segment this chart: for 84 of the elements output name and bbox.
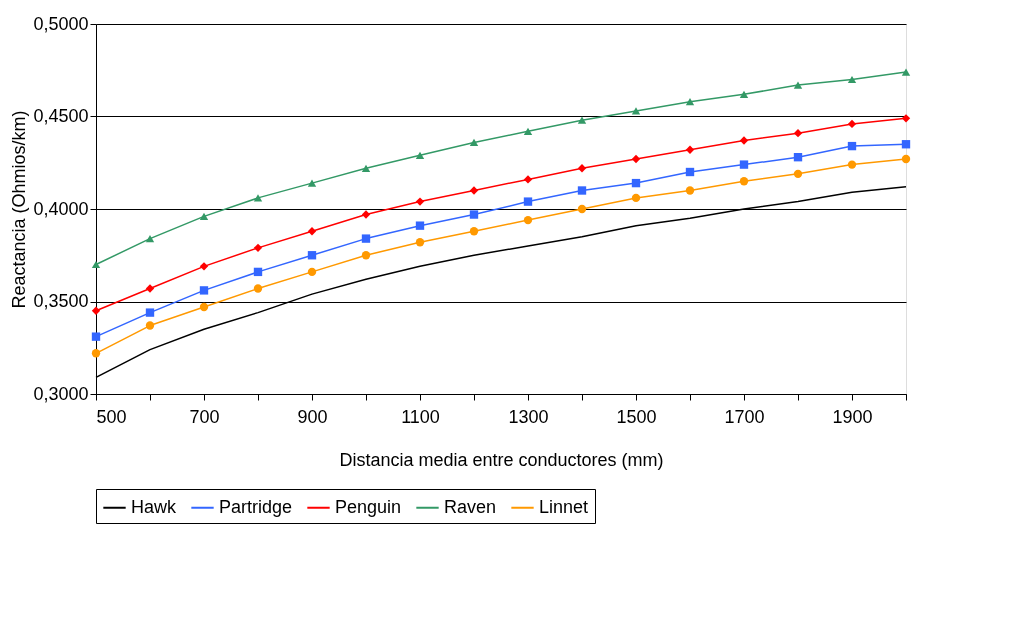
point xyxy=(361,164,371,172)
point xyxy=(523,175,533,184)
legend-label: Raven xyxy=(444,496,497,517)
point xyxy=(361,210,371,219)
legend-label: Linnet xyxy=(539,496,589,517)
point xyxy=(307,267,317,277)
point xyxy=(145,308,155,317)
point xyxy=(361,234,371,243)
point xyxy=(199,262,209,271)
point xyxy=(199,212,209,221)
y-tick-label: 0,3000 xyxy=(33,383,89,404)
point xyxy=(523,127,533,135)
y-tick-label: 0,5000 xyxy=(33,13,89,34)
point xyxy=(199,302,209,312)
point xyxy=(253,243,263,253)
point xyxy=(577,204,587,214)
point xyxy=(631,193,641,203)
point xyxy=(469,186,479,195)
point xyxy=(307,227,317,236)
point xyxy=(577,116,587,124)
x-axis-title: Distancia media entre conductores (mm) xyxy=(339,449,664,470)
point xyxy=(631,154,641,164)
point xyxy=(793,153,803,162)
legend-label: Hawk xyxy=(131,496,178,517)
point xyxy=(577,164,587,173)
x-tick-label: 1900 xyxy=(832,406,873,427)
y-tick-label: 0,4000 xyxy=(33,198,89,219)
point xyxy=(415,151,425,159)
point xyxy=(307,251,317,260)
point xyxy=(523,215,533,225)
point xyxy=(469,138,479,147)
point xyxy=(145,284,155,293)
point xyxy=(793,128,803,138)
point xyxy=(901,154,911,164)
point xyxy=(469,227,479,236)
point xyxy=(631,107,641,115)
point xyxy=(685,98,695,106)
point xyxy=(739,90,749,98)
point xyxy=(145,321,155,330)
point xyxy=(253,267,263,277)
point xyxy=(847,141,857,151)
point xyxy=(793,169,803,179)
x-tick-label: 900 xyxy=(297,406,328,427)
point xyxy=(685,167,695,177)
point xyxy=(253,284,263,293)
point xyxy=(901,114,911,123)
x-tick-label: 700 xyxy=(189,406,220,427)
x-tick-label: 500 xyxy=(96,406,127,427)
point xyxy=(253,194,263,202)
legend-label: Penguin xyxy=(335,496,402,517)
y-tick-label: 0,3500 xyxy=(33,291,89,311)
point xyxy=(469,210,479,219)
point xyxy=(739,177,749,186)
point xyxy=(199,286,209,295)
point xyxy=(361,251,371,260)
x-tick-label: 1500 xyxy=(616,406,657,427)
point xyxy=(91,332,101,341)
point xyxy=(847,75,857,84)
point xyxy=(631,178,641,188)
point xyxy=(901,140,911,149)
point xyxy=(685,145,695,154)
x-tick-label: 1700 xyxy=(724,406,765,427)
point xyxy=(145,234,155,243)
legend-label: Partridge xyxy=(219,496,293,517)
point xyxy=(91,349,101,358)
point xyxy=(415,197,425,206)
x-tick-label: 1100 xyxy=(401,406,440,427)
y-tick-label: 0,4500 xyxy=(33,106,89,126)
point xyxy=(523,197,533,206)
point xyxy=(91,306,101,315)
x-tick-label: 1300 xyxy=(508,406,549,427)
point xyxy=(847,160,857,169)
point xyxy=(577,186,587,195)
point xyxy=(847,119,857,129)
point xyxy=(415,221,425,230)
point xyxy=(739,160,749,169)
point xyxy=(415,238,425,247)
point xyxy=(739,136,749,145)
point xyxy=(91,260,101,269)
point xyxy=(793,81,803,89)
point xyxy=(685,186,695,195)
y-axis-title: Reactancia (Ohmios/km) xyxy=(9,110,30,309)
point xyxy=(901,68,911,76)
point xyxy=(307,179,317,187)
